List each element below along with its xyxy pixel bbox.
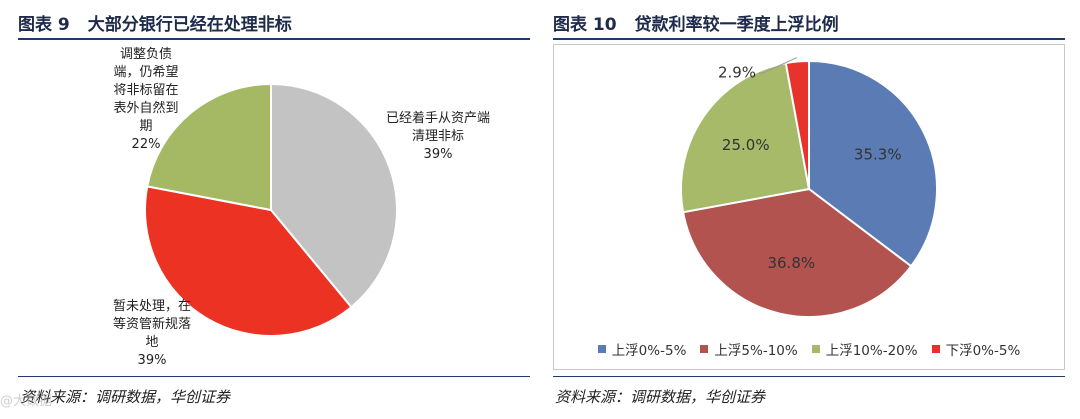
pie-chart-svg: 35.3% 36.8% 25.0% 2.9% (680, 57, 938, 318)
legend-item: 上浮10%-20% (811, 339, 918, 359)
chart-legend: 上浮0%-5% 上浮5%-10% 上浮10%-20% 下浮0%-5% (554, 339, 1064, 359)
figure-9-number: 图表 9 (18, 15, 70, 35)
slice-value-label: 2.9% (718, 64, 756, 82)
legend-item: 上浮5%-10% (700, 339, 798, 359)
slice-label-text: 已经着手从资产端清理非标 (385, 111, 490, 144)
pie-slice-1 (144, 185, 353, 337)
figure-10-number: 图表 10 (553, 15, 617, 35)
pie-chart-svg (144, 82, 398, 337)
figure-10-title-text: 贷款利率较一季度上浮比例 (634, 15, 839, 35)
legend-swatch (597, 345, 606, 353)
pie-slice-0 (270, 82, 398, 309)
title-rule (553, 38, 1065, 40)
slice-value-label: 39% (137, 353, 167, 368)
slice-label-cleared: 已经着手从资产端清理非标 39% (384, 110, 492, 164)
figure-10-title: 图表 10 贷款利率较一季度上浮比例 (553, 10, 839, 35)
figure-10-source: 资料来源：调研数据，华创证券 (555, 388, 766, 406)
figure-9-title-text: 大部分银行已经在处理非标 (87, 15, 292, 35)
slice-value-label: 35.3% (854, 145, 902, 163)
watermark: @大数据 (0, 394, 53, 409)
slice-label-text: 暂未处理，在等资管新规落地 (112, 299, 191, 350)
slice-value-label: 25.0% (722, 136, 770, 154)
slice-label-text: 调整负债端，仍希望将非标留在表外自然到期 (113, 47, 179, 134)
slice-label-pending: 暂未处理，在等资管新规落地 39% (110, 298, 194, 370)
slice-label-adjust-liability: 调整负债端，仍希望将非标留在表外自然到期 22% (113, 46, 179, 154)
legend-label: 上浮0%-5% (611, 343, 687, 359)
pie-chart-loan-rate-change: 35.3% 36.8% 25.0% 2.9% 上浮0%-5% 上浮5%-10% 上浮1… (553, 44, 1065, 370)
pie-slice-2 (146, 82, 272, 212)
slice-value-label: 39% (423, 147, 453, 162)
legend-swatch (811, 345, 820, 353)
pie-chart-nonstandard-assets: 已经着手从资产端清理非标 39% 暂未处理，在等资管新规落地 39% 调整负债端… (18, 44, 530, 370)
legend-item: 上浮0%-5% (597, 339, 687, 359)
source-rule (553, 376, 1065, 377)
legend-label: 上浮10%-20% (825, 343, 918, 359)
figure-9-title: 图表 9 大部分银行已经在处理非标 (18, 10, 292, 35)
legend-item: 下浮0%-5% (931, 339, 1021, 359)
pie-slice-1 (681, 187, 913, 318)
source-rule (18, 376, 530, 377)
slice-value-label: 36.8% (767, 254, 815, 272)
legend-label: 上浮5%-10% (714, 343, 798, 359)
slice-value-label: 22% (131, 137, 161, 152)
legend-label: 下浮0%-5% (945, 343, 1021, 359)
pie-slice-2 (680, 61, 811, 214)
figure-9-source: 资料来源：调研数据，华创证券 (20, 388, 231, 406)
title-rule (18, 38, 530, 40)
legend-swatch (931, 345, 940, 353)
leader-line (759, 57, 798, 74)
legend-swatch (700, 345, 709, 353)
pie-slice-0 (808, 59, 938, 268)
